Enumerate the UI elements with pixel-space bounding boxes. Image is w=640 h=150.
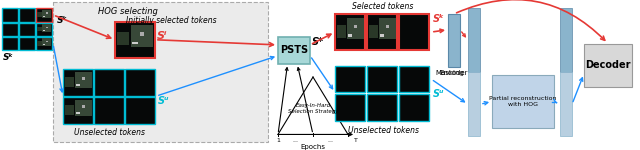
Bar [337, 25, 346, 38]
Text: Partial reconstruction
with HOG: Partial reconstruction with HOG [489, 96, 557, 107]
Bar [36, 37, 52, 50]
Bar [76, 84, 80, 86]
Bar [335, 94, 365, 121]
Text: Sᵘ: Sᵘ [433, 89, 445, 99]
Bar [115, 22, 155, 58]
Text: Sᵏ: Sᵏ [433, 14, 445, 24]
Bar [94, 97, 124, 124]
Bar [46, 12, 47, 14]
Text: Sᵏ: Sᵏ [3, 53, 14, 62]
Bar [65, 105, 74, 115]
Bar [468, 8, 480, 72]
Bar [379, 18, 396, 39]
Bar [36, 8, 52, 22]
Bar [347, 18, 364, 39]
Bar [492, 75, 554, 128]
Bar [65, 77, 74, 87]
Text: Unselected tokens: Unselected tokens [74, 128, 145, 137]
Bar [36, 12, 42, 17]
Bar [2, 8, 18, 22]
Bar [468, 72, 480, 136]
Bar [36, 41, 42, 46]
Bar [380, 34, 384, 37]
Bar [399, 66, 429, 92]
Text: Encoder: Encoder [440, 70, 468, 76]
Bar [36, 22, 52, 36]
Bar [82, 105, 84, 108]
Bar [140, 33, 144, 36]
Text: Unselected tokens: Unselected tokens [348, 126, 419, 135]
Bar [399, 14, 429, 50]
Bar [94, 69, 124, 96]
Bar [385, 25, 388, 28]
Text: Initially selected tokens: Initially selected tokens [126, 16, 216, 25]
Bar [448, 14, 460, 67]
Bar [367, 66, 397, 92]
Bar [348, 34, 352, 37]
Bar [560, 72, 572, 136]
Bar [43, 30, 45, 31]
Bar [82, 77, 84, 80]
Bar [560, 8, 572, 72]
Bar [335, 14, 365, 50]
Text: S*: S* [312, 37, 324, 46]
Text: T: T [354, 138, 358, 143]
Bar [367, 94, 397, 121]
Bar [42, 38, 51, 46]
Bar [131, 25, 153, 47]
Text: Easy-In-Hard
Selection Strategy: Easy-In-Hard Selection Strategy [288, 103, 339, 114]
Text: Masking: Masking [435, 70, 464, 76]
Text: ...: ... [292, 138, 298, 143]
Text: ...: ... [328, 138, 333, 143]
Text: Decoder: Decoder [585, 60, 631, 70]
Bar [75, 72, 92, 88]
Bar [46, 41, 47, 42]
Text: Epochs: Epochs [301, 144, 326, 150]
Bar [63, 69, 93, 96]
Bar [367, 14, 397, 50]
Bar [63, 97, 93, 124]
Bar [42, 9, 51, 18]
Bar [125, 69, 155, 96]
Bar [369, 25, 378, 38]
Bar [19, 22, 35, 36]
Text: PSTS: PSTS [280, 45, 308, 55]
Bar [42, 24, 51, 32]
Text: Selected tokens: Selected tokens [352, 2, 413, 11]
Bar [53, 2, 268, 142]
Bar [584, 44, 632, 87]
Bar [354, 25, 356, 28]
Bar [43, 16, 45, 17]
Bar [2, 37, 18, 50]
Text: Sᵏ: Sᵏ [57, 16, 68, 25]
Bar [117, 33, 129, 45]
Bar [76, 112, 80, 114]
Bar [36, 27, 42, 31]
Bar [43, 44, 45, 45]
Bar [19, 37, 35, 50]
Text: HOG selecting: HOG selecting [99, 7, 158, 16]
Bar [75, 100, 92, 116]
Bar [2, 22, 18, 36]
Bar [399, 94, 429, 121]
Text: Sᵘ: Sᵘ [158, 96, 170, 106]
Bar [278, 37, 310, 64]
Bar [46, 27, 47, 28]
Bar [19, 8, 35, 22]
Bar [132, 42, 138, 44]
Bar [335, 66, 365, 92]
Text: 1: 1 [276, 138, 280, 143]
Text: Sⁱ: Sⁱ [157, 31, 168, 41]
Bar [125, 97, 155, 124]
